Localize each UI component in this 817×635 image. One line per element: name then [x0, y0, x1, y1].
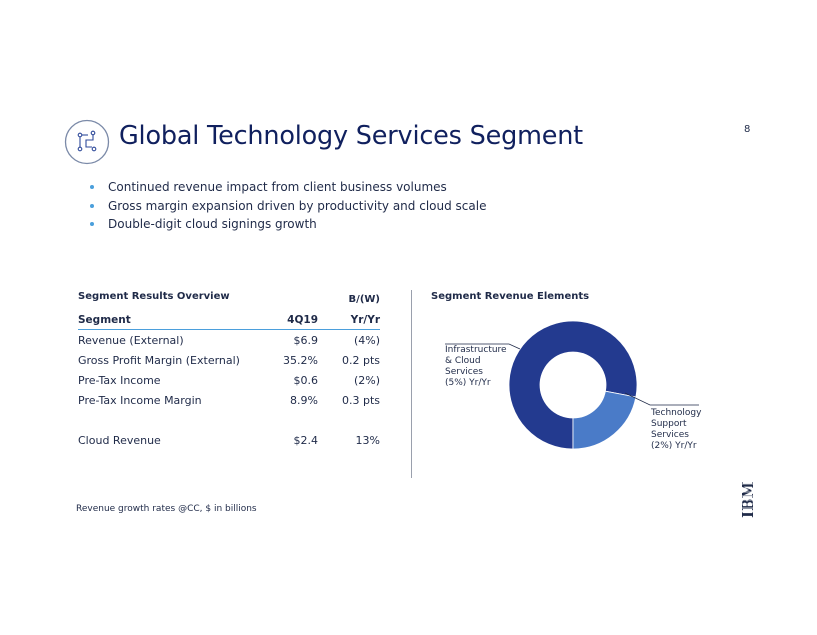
change-cell: 0.3 pts	[341, 393, 380, 407]
table-row: Pre-Tax Income $0.6 (2%)	[78, 370, 380, 390]
section-divider	[411, 290, 412, 478]
table-row: Pre-Tax Income Margin 8.9% 0.3 pts	[78, 390, 380, 410]
slice-infrastructure-cloud	[508, 320, 638, 450]
page-number: 8	[744, 124, 751, 135]
segment-cell: Revenue (External)	[78, 333, 184, 347]
segment-cell: Gross Profit Margin (External)	[78, 353, 240, 367]
table-row: Gross Profit Margin (External) 35.2% 0.2…	[78, 350, 380, 370]
bullet-item: Continued revenue impact from client bus…	[90, 178, 486, 197]
column-header: Segment	[78, 311, 278, 330]
bw-header: B/(W)	[348, 294, 380, 305]
chart-caption: Segment Revenue Elements	[431, 291, 590, 302]
value-cell: 35.2%	[283, 353, 318, 367]
table-row: Revenue (External) $6.9 (4%)	[78, 330, 380, 351]
page-title: Global Technology Services Segment	[119, 121, 583, 151]
table-caption: Segment Results Overview	[78, 291, 230, 302]
change-cell: (4%)	[353, 333, 380, 347]
column-header: 4Q19	[278, 311, 318, 330]
slice-label-technology-support: Technology Support Services (2%) Yr/Yr	[651, 408, 702, 451]
column-header: Yr/Yr	[318, 311, 380, 330]
value-cell: $6.9	[293, 333, 319, 347]
table-header-row: Segment 4Q19 Yr/Yr	[78, 311, 380, 330]
segment-cell: Cloud Revenue	[78, 433, 161, 447]
leader-line-technology-support	[624, 392, 699, 406]
segment-cell: Pre-Tax Income Margin	[78, 393, 202, 407]
slice-technology-support	[572, 390, 637, 450]
segment-results-table: Segment 4Q19 Yr/Yr Revenue (External) $6…	[78, 311, 380, 450]
value-cell: 8.9%	[290, 393, 318, 407]
table-spacer-row	[78, 410, 380, 430]
value-cell: $0.6	[293, 373, 319, 387]
change-cell: 13%	[355, 433, 380, 447]
ibm-logo-icon: IBM	[739, 482, 757, 518]
bullet-item: Gross margin expansion driven by product…	[90, 197, 486, 216]
value-cell: $2.4	[293, 433, 319, 447]
footnote: Revenue growth rates @CC, $ in billions	[76, 504, 257, 514]
segment-cell: Pre-Tax Income	[78, 373, 161, 387]
change-cell: 0.2 pts	[341, 353, 380, 367]
circuit-nodes-icon	[64, 119, 110, 165]
bullet-list: Continued revenue impact from client bus…	[90, 178, 486, 234]
table-row: Cloud Revenue $2.4 13%	[78, 430, 380, 450]
bullet-item: Double-digit cloud signings growth	[90, 215, 486, 234]
change-cell: (2%)	[353, 373, 380, 387]
slice-label-infrastructure: Infrastructure & Cloud Services (5%) Yr/…	[445, 345, 507, 388]
